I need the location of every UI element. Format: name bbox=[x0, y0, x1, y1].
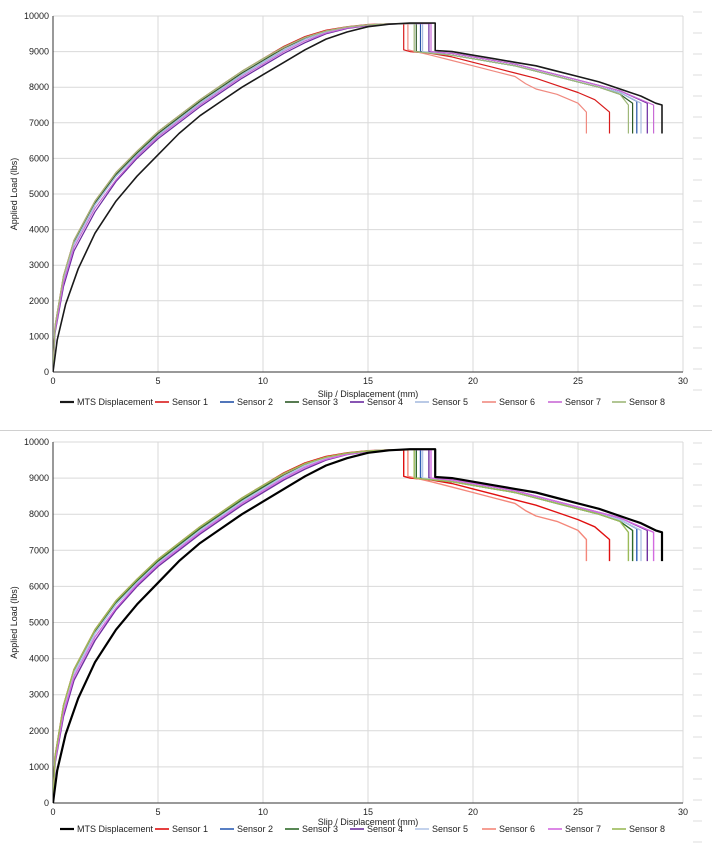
y-tick-label: 5000 bbox=[29, 189, 49, 199]
series-line-sensor-2 bbox=[53, 22, 638, 372]
legend-label: Sensor 6 bbox=[499, 397, 535, 407]
chart-panel-top: 0 1000 2000 3000 4000 5000 6000 7000 8000 9000 100… bbox=[0, 0, 712, 420]
y-tick-label: 0 bbox=[44, 798, 49, 808]
x-tick-label: 20 bbox=[468, 807, 478, 817]
gridlines bbox=[52, 441, 684, 804]
legend-label: Sensor 4 bbox=[367, 824, 403, 834]
series-line-sensor-8 bbox=[53, 448, 630, 803]
y-tick-label: 1000 bbox=[29, 331, 49, 341]
x-tick-label: 15 bbox=[363, 807, 373, 817]
legend-label: Sensor 6 bbox=[499, 824, 535, 834]
x-tick-label: 30 bbox=[678, 376, 688, 386]
series-line-mts-displacement bbox=[53, 22, 663, 372]
legend-label: Sensor 7 bbox=[565, 824, 601, 834]
line-chart-top: 0100020003000400050006000700080009000100… bbox=[9, 11, 702, 407]
series-line-sensor-7 bbox=[53, 448, 655, 803]
legend-label: Sensor 3 bbox=[302, 397, 338, 407]
x-tick-label: 5 bbox=[155, 376, 160, 386]
y-tick-label: 3000 bbox=[29, 260, 49, 270]
y-tick-label: 4000 bbox=[29, 225, 49, 235]
gridlines bbox=[52, 15, 684, 373]
x-tick-label: 10 bbox=[258, 807, 268, 817]
y-tick-label: 5000 bbox=[29, 618, 49, 628]
x-axis-title: Slip / Displacement (mm) bbox=[318, 389, 419, 399]
y-tick-label: 6000 bbox=[29, 153, 49, 163]
series-line-sensor-7 bbox=[53, 22, 655, 372]
y-tick-label: 2000 bbox=[29, 726, 49, 736]
line-chart-bottom: 0100020003000400050006000700080009000100… bbox=[9, 437, 702, 843]
legend-label: Sensor 3 bbox=[302, 824, 338, 834]
y-tick-label: 9000 bbox=[29, 473, 49, 483]
x-tick-label: 0 bbox=[50, 376, 55, 386]
x-tick-label: 0 bbox=[50, 807, 55, 817]
y-tick-label: 7000 bbox=[29, 118, 49, 128]
y-tick-label: 4000 bbox=[29, 654, 49, 664]
series-line-mts-displacement bbox=[53, 448, 664, 803]
series-line-sensor-4 bbox=[53, 22, 648, 372]
legend-label: Sensor 7 bbox=[565, 397, 601, 407]
y-tick-label: 8000 bbox=[29, 82, 49, 92]
y-tick-label: 8000 bbox=[29, 509, 49, 519]
legend-label: Sensor 2 bbox=[237, 824, 273, 834]
series-line-sensor-1 bbox=[53, 23, 611, 372]
legend-label: MTS Displacement bbox=[77, 397, 154, 407]
x-tick-label: 5 bbox=[155, 807, 160, 817]
x-tick-label: 20 bbox=[468, 376, 478, 386]
series-line-sensor-2 bbox=[53, 448, 638, 803]
legend-label: MTS Displacement bbox=[77, 824, 154, 834]
x-tick-label: 10 bbox=[258, 376, 268, 386]
series-line-sensor-3 bbox=[53, 22, 634, 372]
y-tick-label: 3000 bbox=[29, 690, 49, 700]
y-tick-label: 7000 bbox=[29, 545, 49, 555]
y-tick-label: 6000 bbox=[29, 581, 49, 591]
y-axis-title: Applied Load (lbs) bbox=[9, 158, 19, 231]
legend-label: Sensor 5 bbox=[432, 397, 468, 407]
x-tick-label: 25 bbox=[573, 376, 583, 386]
y-tick-label: 2000 bbox=[29, 296, 49, 306]
series-line-sensor-3 bbox=[53, 448, 634, 803]
x-axis-title: Slip / Displacement (mm) bbox=[318, 817, 419, 827]
y-tick-label: 10000 bbox=[24, 11, 49, 21]
chart-panel-bottom: 0 1000 2000 3000 4000 5000 6000 7000 8000 9000 100… bbox=[0, 430, 712, 856]
y-tick-label: 0 bbox=[44, 367, 49, 377]
y-tick-label: 9000 bbox=[29, 47, 49, 57]
legend-label: Sensor 5 bbox=[432, 824, 468, 834]
legend-label: Sensor 2 bbox=[237, 397, 273, 407]
y-tick-label: 10000 bbox=[24, 437, 49, 447]
series-line-sensor-1 bbox=[53, 449, 611, 803]
legend-label: Sensor 8 bbox=[629, 824, 665, 834]
y-axis-title: Applied Load (lbs) bbox=[9, 586, 19, 659]
legend-label: Sensor 1 bbox=[172, 397, 208, 407]
legend: MTS Displacement Sensor 1 Sensor 2 Sensor 3… bbox=[60, 824, 665, 834]
x-tick-label: 25 bbox=[573, 807, 583, 817]
x-tick-label: 30 bbox=[678, 807, 688, 817]
legend-label: Sensor 4 bbox=[367, 397, 403, 407]
legend: MTS Displacement Sensor 1 Sensor 2 Sensor 3… bbox=[60, 397, 665, 407]
legend-label: Sensor 8 bbox=[629, 397, 665, 407]
legend-label: Sensor 1 bbox=[172, 824, 208, 834]
series-line-sensor-8 bbox=[53, 22, 630, 372]
x-tick-label: 15 bbox=[363, 376, 373, 386]
series-line-sensor-6 bbox=[53, 449, 588, 803]
y-tick-label: 1000 bbox=[29, 762, 49, 772]
series-line-sensor-6 bbox=[53, 23, 588, 372]
